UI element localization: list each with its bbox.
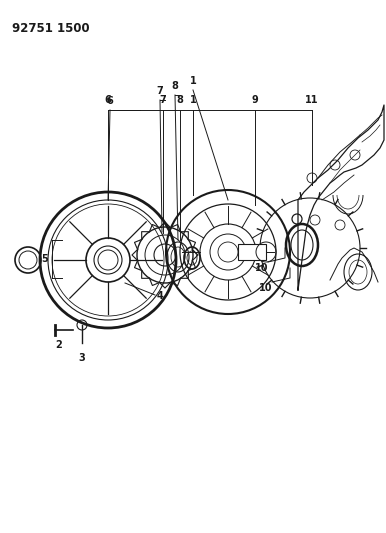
Text: 5: 5 [41, 254, 48, 264]
Text: 6: 6 [107, 96, 113, 106]
Text: 1: 1 [190, 95, 196, 105]
Text: 3: 3 [79, 353, 85, 363]
Text: 2: 2 [56, 340, 63, 350]
Text: 7: 7 [157, 86, 163, 96]
Text: 10: 10 [254, 263, 268, 273]
Text: 11: 11 [305, 95, 319, 105]
Text: 8: 8 [176, 95, 183, 105]
Bar [238, 244, 266, 260]
Text: 8: 8 [171, 81, 178, 91]
Text: 9: 9 [252, 95, 258, 105]
Text: 10: 10 [259, 283, 272, 293]
Text: 4: 4 [157, 291, 164, 301]
Text: 6: 6 [105, 95, 112, 105]
Text: 7: 7 [160, 95, 166, 105]
Text: 92751 1500: 92751 1500 [12, 22, 90, 35]
Text: 1: 1 [190, 76, 196, 86]
